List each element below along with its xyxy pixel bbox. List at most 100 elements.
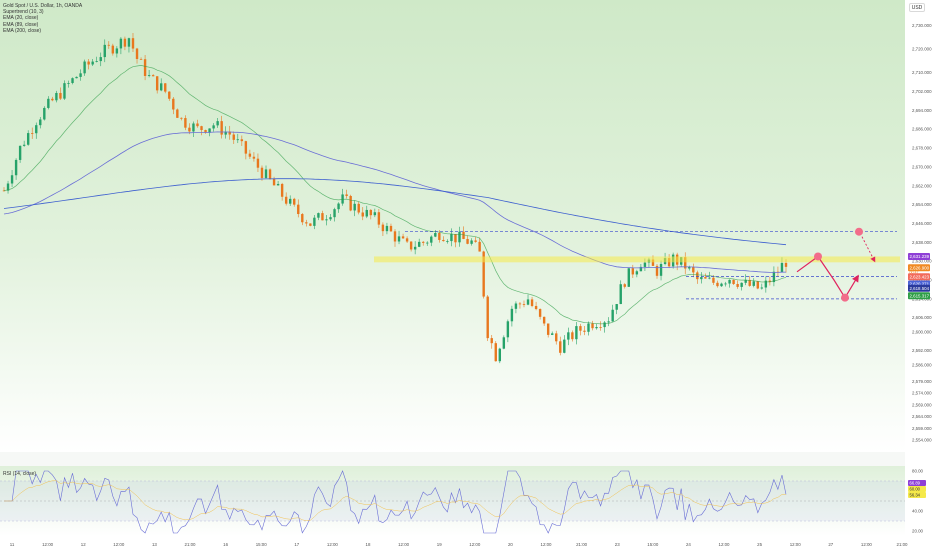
candle-body xyxy=(232,134,235,140)
candle-body xyxy=(357,203,360,213)
time-tick-label: 12:00 xyxy=(113,542,125,547)
rsi-band xyxy=(0,481,905,521)
candle-body xyxy=(103,44,106,58)
candle-body xyxy=(655,265,659,276)
candle-body xyxy=(736,283,739,287)
price-tick-label: 2,730.000 xyxy=(912,23,932,28)
candle-body xyxy=(317,213,320,218)
time-tick-label: 18 xyxy=(366,542,371,547)
candle-body xyxy=(107,44,111,46)
projection-target-arrow xyxy=(861,236,876,263)
candle-body xyxy=(369,209,373,216)
currency-button[interactable]: USD xyxy=(909,3,925,12)
candle-body xyxy=(280,183,284,197)
candle-body xyxy=(780,262,784,273)
candle-body xyxy=(240,139,244,142)
candle-body xyxy=(59,92,62,99)
candle-body xyxy=(466,238,469,244)
price-tick-label: 2,574.000 xyxy=(912,391,932,396)
rsi-ma-value-label: 60.00 xyxy=(910,487,921,492)
price-tick-label: 2,554.000 xyxy=(912,438,932,443)
candle-body xyxy=(567,332,570,340)
candle-body xyxy=(413,246,417,250)
candle-body xyxy=(39,119,42,126)
candle-body xyxy=(35,125,38,134)
candle-body xyxy=(248,153,252,157)
price-tick-label: 2,654.000 xyxy=(912,202,932,207)
candle-body xyxy=(361,212,364,217)
candle-body xyxy=(748,279,751,286)
rsi-tick-label: 40.00 xyxy=(912,509,924,514)
resistance-zone xyxy=(374,256,900,263)
price-tick-label: 2,630.000 xyxy=(912,259,932,264)
rsi-value-label: 66.89 xyxy=(910,481,921,486)
candle-body xyxy=(293,198,296,205)
candle-body xyxy=(309,223,312,226)
candle-body xyxy=(579,326,582,331)
time-tick-label: 24 xyxy=(686,542,691,547)
candle-body xyxy=(224,131,227,135)
candle-body xyxy=(349,195,352,211)
separator-band xyxy=(0,452,932,466)
candle-body xyxy=(43,107,46,120)
candle-body xyxy=(784,262,788,267)
candle-body xyxy=(486,296,489,339)
candle-body xyxy=(768,280,772,283)
candle-body xyxy=(611,309,614,322)
time-tick-label: 12:00 xyxy=(469,542,481,547)
candle-body xyxy=(583,330,586,332)
price-tick-label: 2,646.000 xyxy=(912,221,932,226)
candle-body xyxy=(740,282,743,287)
time-tick-label: 12:00 xyxy=(861,542,873,547)
candle-body xyxy=(684,257,687,269)
darkblue-price-label-bg xyxy=(908,284,930,292)
candle-body xyxy=(426,242,429,244)
price-tick-label: 2,592.000 xyxy=(912,348,932,353)
candle-body xyxy=(422,241,425,243)
time-tick-label: 12:00 xyxy=(790,542,802,547)
legend-ema-89: EMA (89, close) xyxy=(3,21,39,28)
candle-body xyxy=(155,76,159,91)
candle-body xyxy=(401,236,405,239)
candle-body xyxy=(506,321,510,338)
time-tick-label: 20 xyxy=(508,542,513,547)
candle-body xyxy=(502,337,506,349)
candle-body xyxy=(22,144,26,146)
candle-body xyxy=(329,217,332,220)
candle-body xyxy=(643,262,647,267)
candle-body xyxy=(623,284,626,287)
candle-body xyxy=(63,83,66,99)
candle-body xyxy=(75,76,78,79)
price-tick-label: 2,678.000 xyxy=(912,146,932,151)
candle-body xyxy=(514,303,518,309)
candle-body xyxy=(764,280,768,288)
candle-body xyxy=(692,266,695,273)
candle-body xyxy=(341,194,344,204)
candle-body xyxy=(478,241,481,252)
ema-20-line xyxy=(3,65,787,325)
time-tick-label: 27 xyxy=(828,542,833,547)
candle-body xyxy=(696,272,699,280)
candle-body xyxy=(732,279,735,284)
candle-body xyxy=(405,238,409,242)
price-tick-label: 2,662.000 xyxy=(912,183,932,188)
candle-body xyxy=(442,239,445,242)
candle-body xyxy=(345,194,348,196)
candle-body xyxy=(51,98,54,101)
orange-price-label: 2,626.900 xyxy=(910,265,930,270)
candle-body xyxy=(724,283,727,285)
candle-body xyxy=(397,236,401,242)
candle-body xyxy=(716,282,719,287)
candle-body xyxy=(14,159,18,176)
candle-body xyxy=(192,123,195,132)
time-tick-label: 19 xyxy=(437,542,442,547)
candle-body xyxy=(542,316,546,324)
candle-body xyxy=(546,323,550,335)
candle-body xyxy=(555,333,558,342)
price-tick-label: 2,600.000 xyxy=(912,329,932,334)
candle-body xyxy=(534,305,538,310)
candle-body xyxy=(325,219,328,221)
candle-body xyxy=(301,214,304,223)
candle-body xyxy=(639,266,643,272)
candle-body xyxy=(393,231,397,242)
